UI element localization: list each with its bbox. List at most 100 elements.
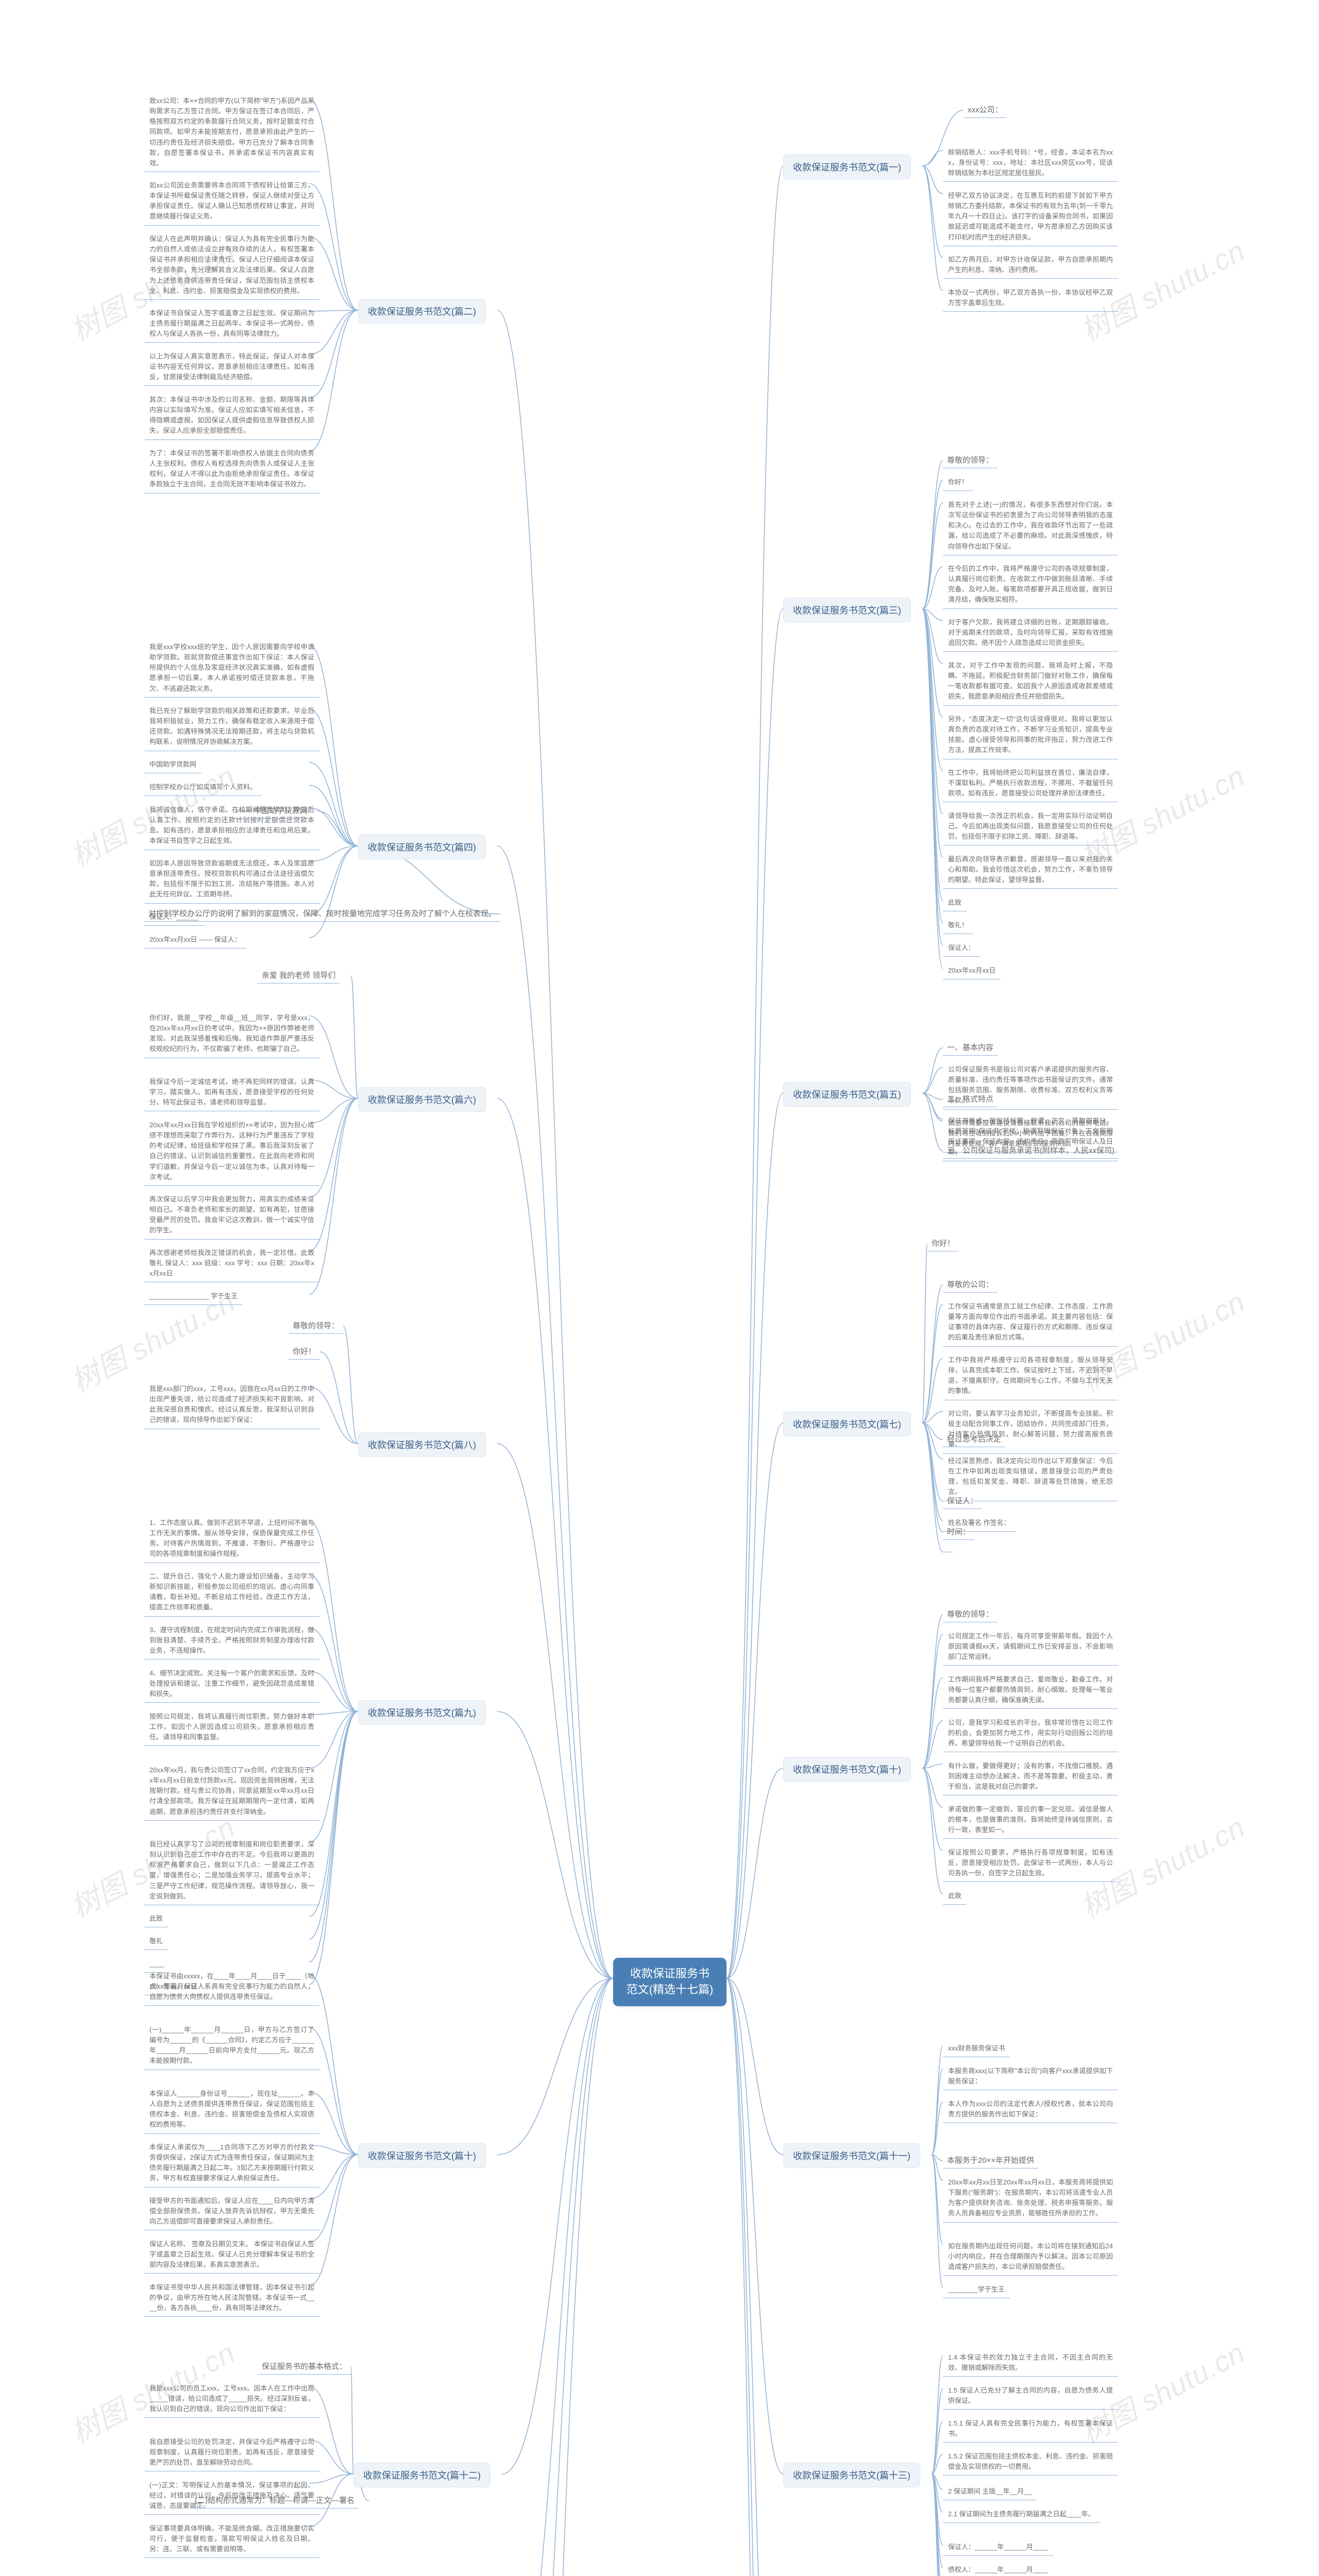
leaf-block: 工作中我将严格遵守公司各项规章制度，服从领导安排，认真完成本职工作。保证按时上下… bbox=[943, 1352, 1118, 1400]
leaf-block: 我是xxx部门的xxx，工号xxx。因我在xx月xx日的工作中出现严重失误，给公… bbox=[144, 1381, 319, 1429]
sub-node: 对控制学校办公厅的说明了解到的家庭情况，保障、按时按量地完成学习任务及时了解个人… bbox=[144, 907, 500, 922]
root-label: 收款保证服务书范文(精选十七篇) bbox=[627, 1967, 714, 1996]
leaf-block: 你们好，我是__学校__年级__班__同学，学号是xxx，在20xx年xx月xx… bbox=[144, 1010, 319, 1058]
leaf-block: 在工作中，我将始终把公司利益放在首位，廉洁自律，不谋取私利。严格执行收款流程，不… bbox=[943, 765, 1118, 802]
leaf-block: 1、工作态度认真。做到不迟到不早退，上班时间不做与工作无关的事情。服从领导安排，… bbox=[144, 1515, 319, 1563]
leaf-block: 公司，是我学习和成长的平台。我非常珍惜在公司工作的机会，会更加努力地工作，用实际… bbox=[943, 1715, 1118, 1752]
leaf-block: 你好！ bbox=[943, 474, 973, 491]
leaf-block: 控制学校办公厅如实填写个人资料。 bbox=[144, 779, 262, 796]
leaf-block: 为了：本保证书的签署不影响债权人依据主合同向债务人主张权利。债权人有权选择先向债… bbox=[144, 445, 319, 494]
leaf-block: 中国助学贷款网 bbox=[144, 756, 201, 773]
leaf-block: 对于客户欠款，我将建立详细的台账，定期跟踪催收。对于逾期未付的款项，及时向领导汇… bbox=[943, 614, 1118, 652]
sub-node: 三、公司保证与服务承诺书(附样本，人民xx保司) bbox=[943, 1144, 1119, 1159]
leaf-block: 我已充分了解助学贷款的相关政策和还款要求。毕业后我将积极就业，努力工作，确保有稳… bbox=[144, 703, 319, 751]
leaf-block: 如xx公司因业务需要将本合同项下债权转让给第三方，本保证书所载保证责任随之转移，… bbox=[144, 177, 319, 226]
sub-node: —— 中国助学贷款网 bbox=[232, 804, 312, 819]
sub-node: 亲爱 我的老师 领导们 bbox=[258, 969, 340, 984]
sub-node: 尊敬的领导： bbox=[943, 1607, 997, 1622]
leaf-block: 20xx年xx月xx日至20xx年xx月xx日，本服务商将提供如下服务("服务期… bbox=[943, 2174, 1118, 2223]
mindmap-canvas: 收款保证服务书范文(精选十七篇) 树图 shutu.cn树图 shutu.cn树… bbox=[0, 0, 1319, 2576]
leaf-block: 保证按照公司要求，严格执行各项规章制度。如有违反，愿意接受相应处罚。此保证书一式… bbox=[943, 1844, 1118, 1882]
leaf-block: 其次，对于工作中发现的问题，我将及时上报，不隐瞒、不拖延。积极配合财务部门做好对… bbox=[943, 657, 1118, 706]
sub-node: 你好！ bbox=[289, 1345, 320, 1360]
sub-node: xxx公司： bbox=[963, 103, 1007, 118]
leaf-block: 本保证书由xxxxx，在____年____月____日于____（地点）签署。保… bbox=[144, 1968, 319, 2006]
leaf-block: 有什么做，要做得更好；没有的事，不找借口推脱。遇到困难主动想办法解决，而不是等靠… bbox=[943, 1758, 1118, 1795]
leaf-block: 其次：本保证书中涉及的公司名称、金额、期限等具体内容以实际填写为准。保证人应如实… bbox=[144, 392, 319, 440]
leaf-block: 我是xxx学校xxx班的学生，因个人原因需要向学校申请助学贷款。现就贷款偿还事宜… bbox=[144, 639, 319, 698]
leaf-block: 承诺做的事一定做到，答应的事一定兑现。诚信是做人的根本，也是做事的准则。我将始终… bbox=[943, 1801, 1118, 1839]
branch-node: 收款保证服务书范文(篇十) bbox=[783, 1757, 911, 1782]
leaf-block: 我保证今后一定诚信考试，绝不再犯同样的错误。认真学习，踏实做人。如再有违反，愿意… bbox=[144, 1074, 319, 1111]
root-node: 收款保证服务书范文(精选十七篇) bbox=[613, 1958, 726, 2006]
leaf-block: 接受甲方的书面通知后，保证人应在____日内向甲方清偿全部担保债务。保证人放弃先… bbox=[144, 2193, 319, 2230]
leaf-block bbox=[943, 1546, 953, 1552]
sub-node: 本服务于20××年开始提供 bbox=[943, 2154, 1038, 2168]
leaf-block: 本保证书受中华人民共和国法律管辖，因本保证书引起的争议，由甲方所在地人民法院管辖… bbox=[144, 2279, 319, 2317]
leaf-block: 4、细节决定成败。关注每一个客户的需求和反馈，及时处理投诉和建议。注重工作细节，… bbox=[144, 1665, 319, 1703]
branch-node: 收款保证服务书范文(篇一) bbox=[783, 155, 911, 179]
branch-node: 收款保证服务书范文(篇二) bbox=[358, 299, 486, 324]
leaf-block: 如在服务期内出现任何问题，本公司将在接到通知后24小时内响应，并在合理期限内予以… bbox=[943, 2238, 1118, 2276]
branch-node: 收款保证服务书范文(篇八) bbox=[358, 1432, 486, 1457]
leaf-block: 此致 bbox=[144, 1910, 168, 1927]
leaf-block: 保证事项要具体明确，不能笼统含糊。改正措施要切实可行，便于监督检查。落款写明保证… bbox=[144, 2520, 319, 2558]
sub-node: 尊敬的公司： bbox=[943, 1278, 997, 1293]
leaf-block: 我已经认真学习了公司的规章制度和岗位职责要求，深刻认识到自己在工作中存在的不足。… bbox=[144, 1836, 319, 1905]
leaf-block: 1.5 保证人已充分了解主合同的内容，自愿为债务人提供保证。 bbox=[943, 2382, 1118, 2410]
sub-node: (二)结构形式通常为：标题—称谓—正文—署名 bbox=[191, 2494, 359, 2509]
leaf-block: xxx财务服务保证书 bbox=[943, 2040, 1010, 2057]
leaf-block: 在今后的工作中，我将严格遵守公司的各项规章制度，认真履行岗位职责。在收款工作中做… bbox=[943, 561, 1118, 609]
sub-node: 尊敬的领导： bbox=[289, 1319, 343, 1334]
branch-node: 收款保证服务书范文(篇十二) bbox=[353, 2463, 491, 2487]
sub-node: 尊敬的领导： bbox=[943, 453, 997, 468]
leaf-block: 敬礼 bbox=[144, 1933, 168, 1950]
sub-node: 一、基本内容 bbox=[943, 1041, 997, 1056]
leaf-block: 最后再次向领导表示歉意，感谢领导一直以来对我的关心和帮助。我会珍惜这次机会，努力… bbox=[943, 851, 1118, 889]
sub-node: 你好！ bbox=[927, 1236, 959, 1251]
leaf-block: 1.5.2 保证范围包括主债权本金、利息、违约金、损害赔偿金及实现债权的一切费用… bbox=[943, 2448, 1118, 2476]
leaf-block: 如乙方两月后，对甲方计收保证款，甲方自愿承担期内产生的利息、滞纳、违约费用。 bbox=[943, 251, 1118, 279]
leaf-block: 如因本人原因导致贷款逾期或无法偿还，本人及家庭愿意承担连带责任。授权贷款机构可通… bbox=[144, 855, 319, 904]
leaf-block: 20xx年xx月xx日 bbox=[943, 962, 1001, 979]
leaf-block: 1.4 本保证书的效力独立于主合同，不因主合同的无效、撤销或解除而失效。 bbox=[943, 2349, 1118, 2377]
leaf-block: ________学于生王 bbox=[943, 2281, 1010, 2298]
leaf-block: 按照公司规定，我将认真履行岗位职责，努力做好本职工作。如因个人原因造成公司损失，… bbox=[144, 1708, 319, 1746]
leaf-block: 保证人在此声明并确认：保证人为具有完全民事行为能力的自然人或依法设立并有效存续的… bbox=[144, 231, 319, 300]
sub-node: 经过思考后决定 bbox=[943, 1432, 1005, 1447]
branch-node: 收款保证服务书范文(篇六) bbox=[358, 1087, 486, 1112]
leaf-block: 2 保证期间 主版__年__月__ bbox=[943, 2483, 1037, 2500]
leaf-block: 20xx年xx月xx日我在学校组织的××考试中，因为担心成绩不理想而采取了作弊行… bbox=[144, 1117, 319, 1186]
leaf-block: 我自愿接受公司的处罚决定，并保证今后严格遵守公司规章制度，认真履行岗位职责。如再… bbox=[144, 2434, 319, 2471]
leaf-block: 此致 bbox=[943, 894, 967, 911]
leaf-block: 再次保证以后学习中我会更加努力，用真实的成绩来证明自己。不辜负老师和家长的期望。… bbox=[144, 1191, 319, 1240]
leaf-block: 本保证书自保证人签字或盖章之日起生效。保证期间为主债务履行期届满之日起两年。本保… bbox=[144, 305, 319, 343]
leaf-block: 本服务商xxx(以下简称"本公司")向客户xxx承诺提供如下服务保证： bbox=[943, 2063, 1118, 2090]
branch-node: 收款保证服务书范文(篇七) bbox=[783, 1412, 911, 1436]
leaf-block: 赊销结账人：xxx手机号码：*号，经查，本证本名为xxx，身份证号：xxx，地址… bbox=[943, 144, 1118, 182]
branch-node: 收款保证服务书范文(篇九) bbox=[358, 1700, 486, 1725]
leaf-block: 债权人：______年______月____ bbox=[943, 2562, 1053, 2576]
leaf-block: 此致 bbox=[943, 1888, 967, 1905]
leaf-block: 保证人：______年______月____ bbox=[943, 2539, 1053, 2556]
leaf-block: 再次感谢老师给我改正错误的机会，我一定珍惜。此致 敬礼 保证人：xxx 班级：x… bbox=[144, 1245, 319, 1282]
leaf-block: 首先对于上述(一)的情况，有很多东西想对你们说。本次写这份保证书的初衷是为了向公… bbox=[943, 497, 1118, 555]
sub-node: 二、格式特点 bbox=[943, 1092, 997, 1107]
leaf-block: 致xx公司：本××合同的甲方(以下简称"甲方")系因产品采购需求与乙方签订合同。… bbox=[144, 93, 319, 172]
leaf-block: 敬礼！ bbox=[943, 917, 973, 934]
leaf-block: 另外，"态度决定一切"这句话说得很对。我将以更加认真负责的态度对待工作，不断学习… bbox=[943, 711, 1118, 759]
leaf-block: 我是xxx公司的员工xxx，工号xxx。因本人在工作中出现_____错误，给公司… bbox=[144, 2380, 319, 2418]
leaf-block: 请领导给我一次改正的机会，我一定用实际行动证明自己。今后如再出现类似问题，我愿意… bbox=[943, 808, 1118, 845]
leaf-block: 经甲乙双方协议决定，在互惠互利的前提下就如下甲方赊销乙方委托结款，本保证书的有效… bbox=[943, 188, 1118, 246]
leaf-block: 20xx年xx月，我与贵公司签订了xx合同，约定我方应于xx年xx月xx日前支付… bbox=[144, 1762, 319, 1821]
leaf-block: 二、提升自己，强化个人能力建设知识储备，主动学习新知识新技能，积极参加公司组织的… bbox=[144, 1568, 319, 1617]
leaf-block: 工作保证书通常是员工就工作纪律、工作态度、工作质量等方面向单位作出的书面承诺。其… bbox=[943, 1298, 1118, 1347]
leaf-block: 2.1 保证期间为主债务履行期届满之日起____年。 bbox=[943, 2506, 1100, 2523]
leaf-block: 本保证人______身份证号______，现住址______。本人自愿为上述债务… bbox=[144, 2086, 319, 2134]
leaf-block: 本保证人承诺仅为____1合同项下乙方对甲方的付款义务提供保证，2保证方式为连带… bbox=[144, 2139, 319, 2188]
sub-node: 时间： bbox=[943, 1525, 974, 1540]
leaf-block: ________________ 学于生王 bbox=[144, 1288, 243, 1305]
branch-node: 收款保证服务书范文(篇十) bbox=[358, 2143, 486, 2168]
leaf-block: 工作期间我将严格要求自己，爱岗敬业，勤奋工作。对待每一位客户都要热情周到，耐心细… bbox=[943, 1671, 1118, 1709]
branch-node: 收款保证服务书范文(篇三) bbox=[783, 598, 911, 622]
